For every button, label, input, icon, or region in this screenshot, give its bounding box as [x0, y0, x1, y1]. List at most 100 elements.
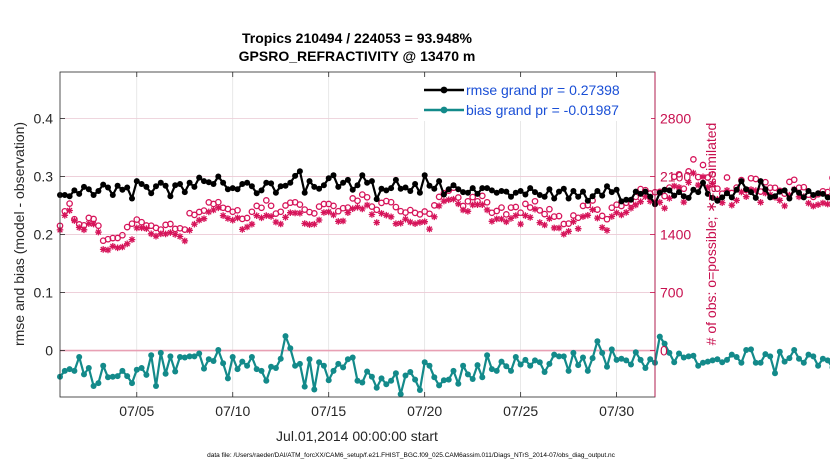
bias-point — [512, 354, 519, 360]
obs-assimilated-marker — [296, 209, 304, 217]
bias-point — [105, 374, 111, 381]
obs-possible-marker — [128, 220, 136, 228]
obs-assimilated-marker — [555, 224, 563, 232]
bias-point — [661, 340, 668, 347]
rmse-point — [508, 193, 514, 200]
bias-point — [383, 381, 390, 388]
obs-assimilated-marker — [253, 212, 260, 219]
obs-assimilated-marker — [315, 216, 323, 224]
obs-assimilated-marker — [642, 193, 649, 200]
rmse-point — [172, 182, 179, 189]
rmse-point — [148, 190, 155, 197]
legend: rmse grand pr = 0.27398 bias grand pr = … — [418, 77, 651, 121]
obs-assimilated-marker — [282, 214, 289, 221]
obs-possible-marker — [574, 214, 582, 222]
rmse-point — [181, 189, 188, 196]
obs-possible-marker — [392, 203, 400, 211]
obs-assimilated-marker — [786, 191, 793, 199]
rmse-point — [335, 183, 342, 190]
bias-point — [781, 358, 788, 365]
obs-assimilated-marker — [186, 227, 193, 234]
rmse-point — [469, 185, 476, 192]
rmse-point — [680, 193, 687, 200]
obs-assimilated-marker — [517, 220, 524, 228]
rmse-point — [268, 180, 275, 187]
obs-assimilated-marker — [531, 205, 539, 213]
obs-assimilated-marker — [411, 220, 419, 227]
bias-point — [66, 366, 73, 373]
obs-assimilated-marker — [99, 246, 107, 253]
rmse-point — [383, 187, 390, 194]
bias-point — [81, 371, 87, 378]
obs-assimilated-marker — [728, 201, 736, 209]
bias-point — [296, 360, 303, 367]
rmse-point — [517, 188, 524, 194]
rmse-point — [196, 174, 203, 181]
obs-assimilated-marker — [171, 231, 179, 238]
obs-assimilated-marker — [128, 236, 136, 243]
obs-possible-marker — [603, 215, 611, 223]
bias-point — [724, 356, 730, 363]
rmse-point — [484, 185, 491, 192]
obs-assimilated-marker — [339, 217, 347, 225]
obs-assimilated-marker — [143, 225, 150, 232]
obs-possible-marker — [114, 234, 121, 242]
bias-point — [119, 367, 126, 374]
obs-possible-marker — [426, 210, 433, 218]
obs-assimilated-marker — [455, 200, 462, 208]
rmse-point — [661, 186, 668, 193]
obs-possible-marker — [123, 223, 131, 231]
rmse-point — [412, 181, 419, 187]
obs-possible-marker — [699, 161, 707, 169]
rmse-point — [95, 188, 102, 194]
obs-assimilated-marker — [627, 204, 635, 212]
rmse-point — [762, 186, 769, 193]
obs-possible-marker — [502, 211, 510, 218]
obs-assimilated-marker — [234, 214, 241, 222]
rmse-point — [201, 178, 207, 185]
rmse-point — [488, 187, 495, 194]
bias-point — [349, 354, 356, 361]
bias-point — [791, 347, 798, 353]
obs-assimilated-marker — [407, 218, 414, 226]
rmse-point — [388, 185, 395, 192]
obs-assimilated-marker — [603, 227, 611, 234]
obs-assimilated-marker — [368, 211, 376, 218]
obs-possible-marker — [167, 220, 174, 228]
bias-point — [570, 349, 577, 356]
rmse-point — [551, 195, 558, 202]
obs-assimilated-marker — [205, 208, 213, 216]
rmse-point — [498, 188, 505, 194]
rmse-point — [378, 185, 385, 192]
y-tick-label: 0.3 — [34, 168, 54, 184]
bias-point — [527, 362, 534, 369]
bias-point — [234, 366, 241, 373]
y-axis-label: rmse and bias (model - observation) — [11, 122, 27, 346]
bias-point — [196, 350, 203, 357]
rmse-point — [632, 188, 639, 195]
rmse-point — [105, 184, 111, 191]
bias-point — [325, 377, 332, 384]
bias-point — [239, 358, 246, 365]
bias-point — [536, 359, 543, 366]
obs-assimilated-marker — [267, 213, 275, 220]
bias-point — [373, 384, 380, 391]
x-axis-label: Jul.01,2014 00:00:00 start — [276, 428, 438, 444]
bias-point — [330, 367, 337, 374]
legend-rmse-label: rmse grand pr = 0.27398 — [466, 82, 620, 98]
obs-assimilated-marker — [325, 208, 332, 216]
obs-assimilated-marker — [637, 198, 644, 205]
bias-point — [690, 352, 697, 359]
bias-point — [580, 354, 586, 361]
rmse-point — [819, 190, 826, 197]
rmse-point — [244, 179, 251, 186]
bias-point — [522, 356, 529, 363]
obs-assimilated-marker — [440, 197, 448, 205]
obs-assimilated-marker — [718, 199, 726, 206]
rmse-point — [772, 193, 778, 200]
rmse-point — [642, 188, 649, 195]
obs-possible-marker — [498, 204, 505, 211]
bias-point — [388, 377, 395, 384]
rmse-point — [493, 189, 500, 196]
rmse-point — [177, 181, 183, 187]
